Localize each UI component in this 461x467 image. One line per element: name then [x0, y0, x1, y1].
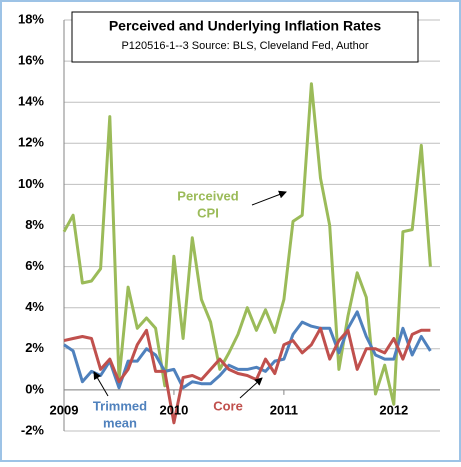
annotation: mean	[103, 415, 137, 430]
y-tick-label: 0%	[25, 381, 44, 396]
arrow	[93, 371, 109, 397]
annotation: Perceived	[177, 188, 238, 203]
y-tick-label: 16%	[18, 53, 44, 68]
y-tick-label: -2%	[21, 422, 45, 437]
arrow	[239, 377, 263, 399]
y-tick-label: 8%	[25, 217, 44, 232]
y-tick-label: 18%	[18, 11, 44, 26]
x-tick-label: 2010	[159, 402, 188, 417]
chart-subtitle: P120516-1--3 Source: BLS, Cleveland Fed,…	[121, 40, 368, 52]
series-line	[63, 326, 431, 425]
arrow	[251, 190, 287, 206]
y-tick-label: 12%	[18, 135, 44, 150]
chart-title: Perceived and Underlying Inflation Rates	[109, 18, 382, 34]
x-tick-label: 2009	[50, 402, 79, 417]
y-tick-label: 6%	[25, 258, 44, 273]
x-tick-label: 2012	[379, 402, 408, 417]
y-tick-label: 10%	[18, 176, 44, 191]
annotation: CPI	[197, 205, 219, 220]
y-tick-label: 2%	[25, 340, 44, 355]
y-tick-label: 14%	[18, 94, 44, 109]
annotation: Trimmed	[93, 398, 147, 413]
title-box	[71, 11, 419, 63]
series-line	[62, 82, 432, 406]
series-line	[63, 310, 432, 390]
x-tick-label: 2011	[270, 402, 298, 417]
annotation: Core	[213, 398, 243, 413]
y-tick-label: 4%	[25, 299, 44, 314]
